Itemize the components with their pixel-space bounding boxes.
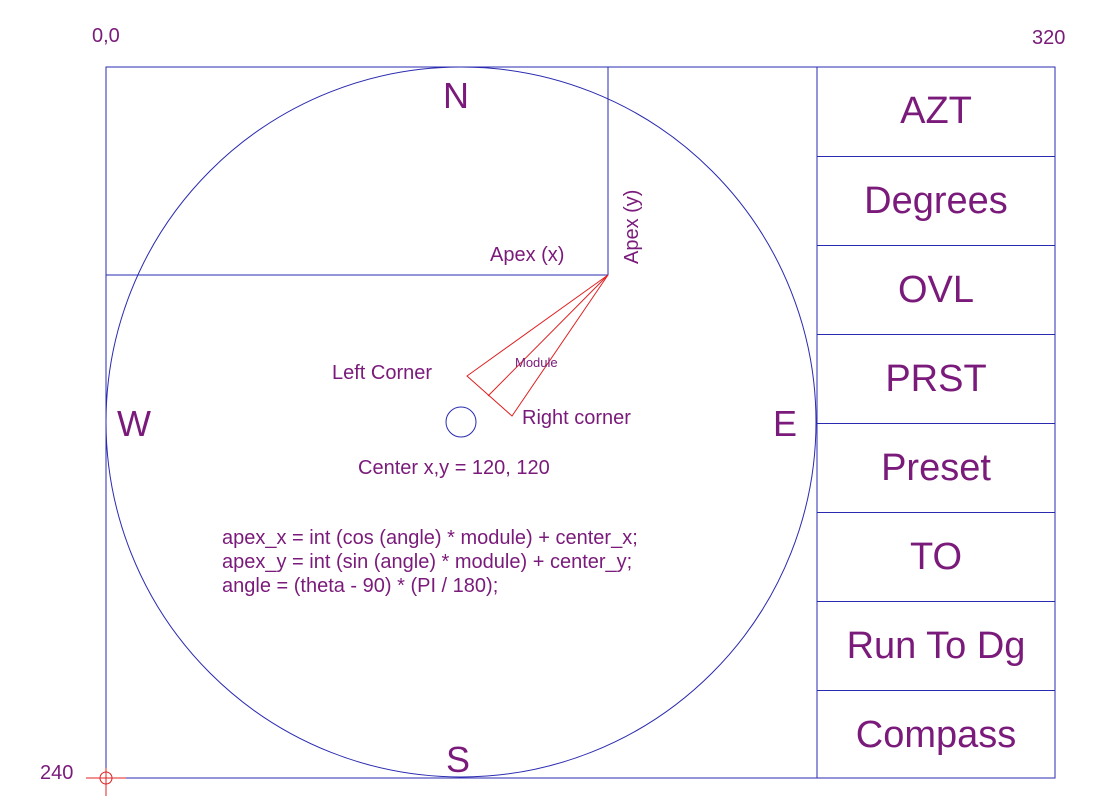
apex-y-label: Apex (y) xyxy=(621,189,643,264)
right-corner-label: Right corner xyxy=(522,407,631,429)
south-label: S xyxy=(446,739,471,780)
apex-x-label: Apex (x) xyxy=(490,244,565,266)
azt-button[interactable]: AZT xyxy=(900,90,972,132)
origin-label: 0,0 xyxy=(92,25,120,47)
prst-button[interactable]: PRST xyxy=(817,334,1055,423)
formula-line: apex_y = int (sin (angle) * module) + ce… xyxy=(222,551,633,573)
formula-line: angle = (theta - 90) * (PI / 180); xyxy=(222,575,499,597)
ovl-button[interactable]: OVL xyxy=(817,245,1055,334)
to-button[interactable]: TO xyxy=(817,512,1055,601)
center-hub xyxy=(445,406,477,438)
preset-button[interactable]: Preset xyxy=(817,423,1055,512)
center-label: Center x,y = 120, 120 xyxy=(358,457,550,479)
west-label: W xyxy=(117,403,151,444)
formula-line: apex_x = int (cos (angle) * module) + ce… xyxy=(222,527,638,549)
needle-triangle xyxy=(466,274,609,417)
max-x-label: 320 xyxy=(1032,27,1066,49)
left-corner-label: Left Corner xyxy=(332,362,433,384)
max-y-label: 240 xyxy=(40,762,74,784)
east-label: E xyxy=(773,403,798,444)
needle-module-line xyxy=(487,274,609,397)
formula-block: apex_x = int (cos (angle) * module) + ce… xyxy=(222,526,638,598)
module-label: Module xyxy=(515,355,558,370)
run-to-dg-button[interactable]: Run To Dg xyxy=(817,601,1055,690)
compass-button[interactable]: Compass xyxy=(817,690,1055,779)
degrees-button[interactable]: Degrees xyxy=(817,156,1055,245)
north-label: N xyxy=(443,75,469,116)
compass-circle xyxy=(105,66,817,778)
